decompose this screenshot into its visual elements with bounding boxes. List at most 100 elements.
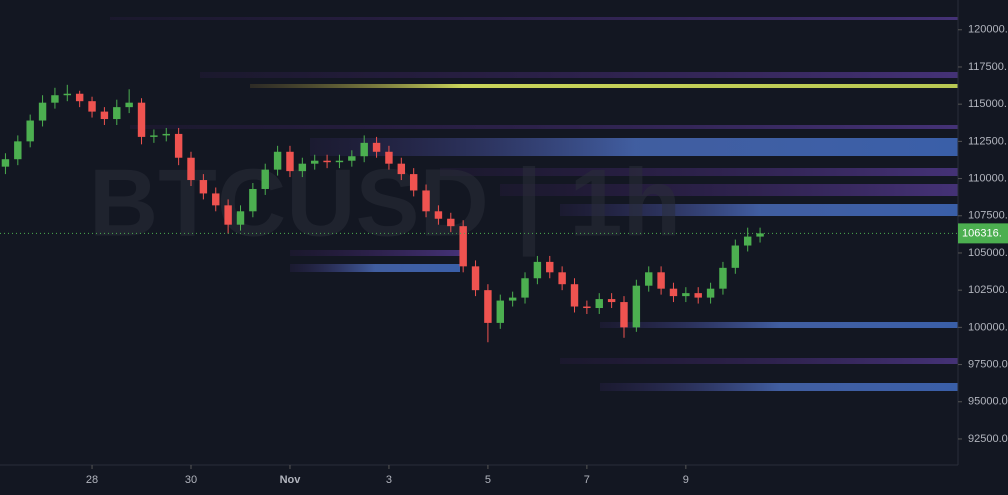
y-tick-label: 102500. bbox=[968, 284, 1008, 296]
x-tick-label: 5 bbox=[485, 474, 491, 486]
candle-body bbox=[743, 236, 752, 246]
y-tick-label: 110000. bbox=[968, 172, 1007, 184]
candle-body bbox=[162, 133, 170, 136]
x-tick-label: 28 bbox=[86, 474, 98, 486]
candle-body bbox=[51, 95, 59, 103]
candle-body bbox=[150, 135, 158, 137]
heat-band bbox=[250, 84, 958, 88]
candle-body bbox=[719, 267, 727, 289]
y-tick-label: 95000.0 bbox=[968, 396, 1008, 408]
y-tick-label: 92500.0 bbox=[968, 433, 1008, 445]
candle-body bbox=[26, 120, 34, 142]
heat-band bbox=[440, 168, 958, 176]
candle-body bbox=[657, 272, 665, 289]
candle-body bbox=[100, 111, 109, 120]
last-price-tag bbox=[958, 223, 1008, 244]
heat-band bbox=[600, 383, 958, 391]
candle-body bbox=[484, 290, 492, 323]
candle-body bbox=[298, 163, 307, 172]
candle-body bbox=[731, 245, 740, 268]
candle-body bbox=[224, 205, 232, 225]
candle-body bbox=[187, 157, 195, 181]
candle-body bbox=[434, 211, 443, 219]
candle-body bbox=[199, 180, 208, 194]
candle-body bbox=[372, 142, 381, 152]
y-tick-label: 115000. bbox=[968, 98, 1007, 110]
candle-body bbox=[174, 133, 183, 158]
y-tick-label: 97500.0 bbox=[968, 358, 1008, 370]
candle-body bbox=[459, 226, 467, 267]
candle-body bbox=[496, 300, 504, 323]
x-tick-label: 30 bbox=[185, 474, 197, 486]
candle-body bbox=[409, 174, 418, 191]
candle-body bbox=[38, 102, 47, 121]
candle-body bbox=[546, 261, 554, 273]
heat-band bbox=[130, 125, 958, 129]
candle-body bbox=[286, 151, 294, 172]
candle-body bbox=[471, 266, 480, 291]
plot-background bbox=[0, 0, 958, 495]
candle-body bbox=[88, 101, 96, 112]
heat-band bbox=[290, 250, 460, 256]
candle-body bbox=[113, 107, 121, 120]
last-price-label: 106316. bbox=[962, 227, 1002, 239]
y-tick-label: 105000. bbox=[968, 247, 1008, 259]
candle-body bbox=[311, 160, 319, 164]
candle-body bbox=[348, 156, 356, 161]
heat-band bbox=[310, 138, 958, 156]
liquidity-heatmap bbox=[110, 17, 958, 391]
candle-body bbox=[249, 188, 257, 212]
candle-body bbox=[645, 272, 653, 286]
candle-body bbox=[212, 193, 220, 206]
candle-body bbox=[261, 169, 269, 189]
candle-body bbox=[508, 297, 517, 301]
candle-body bbox=[75, 93, 84, 102]
candle-body bbox=[595, 299, 603, 309]
heat-band bbox=[560, 204, 958, 216]
y-tick-label: 120000. bbox=[968, 24, 1008, 36]
candle-body bbox=[137, 102, 146, 137]
heat-band bbox=[200, 72, 958, 78]
candle-body bbox=[335, 160, 344, 163]
y-tick-label: 112500. bbox=[968, 135, 1007, 147]
heat-band bbox=[500, 184, 958, 196]
candle-body bbox=[756, 233, 764, 237]
watermark: BTCUSD | 1h bbox=[89, 149, 681, 257]
x-tick-label: 9 bbox=[683, 474, 689, 486]
candle-body bbox=[558, 272, 566, 285]
candle-body bbox=[669, 288, 678, 297]
heat-band bbox=[290, 264, 460, 272]
candle-body bbox=[583, 306, 591, 309]
y-tick-label: 117500. bbox=[968, 61, 1007, 73]
heat-band bbox=[110, 17, 958, 20]
candle-body bbox=[682, 293, 690, 297]
x-tick-label: 7 bbox=[584, 474, 590, 486]
candle-body bbox=[570, 284, 579, 307]
candle-body bbox=[620, 302, 628, 328]
candle-body bbox=[422, 190, 430, 212]
candle-body bbox=[607, 299, 616, 303]
heat-band bbox=[560, 358, 958, 364]
x-tick-label: Nov bbox=[280, 474, 302, 486]
candle-body bbox=[273, 151, 282, 170]
candle-body bbox=[125, 102, 133, 108]
x-tick-label: 3 bbox=[386, 474, 392, 486]
y-tick-label: 107500. bbox=[968, 210, 1008, 222]
candle-body bbox=[236, 211, 245, 225]
candle-body bbox=[14, 141, 22, 160]
candle-body bbox=[323, 160, 331, 163]
candle-body bbox=[63, 93, 72, 96]
candle-body bbox=[360, 142, 368, 157]
candle-body bbox=[521, 278, 529, 298]
candle-body bbox=[706, 288, 715, 298]
candle-body bbox=[533, 261, 542, 279]
candle-body bbox=[1, 159, 10, 167]
candle-body bbox=[694, 293, 702, 298]
heat-band bbox=[600, 322, 958, 328]
y-tick-label: 100000. bbox=[968, 321, 1008, 333]
candle-body bbox=[397, 163, 406, 175]
candle-body bbox=[632, 285, 641, 328]
candle-body bbox=[385, 151, 393, 164]
